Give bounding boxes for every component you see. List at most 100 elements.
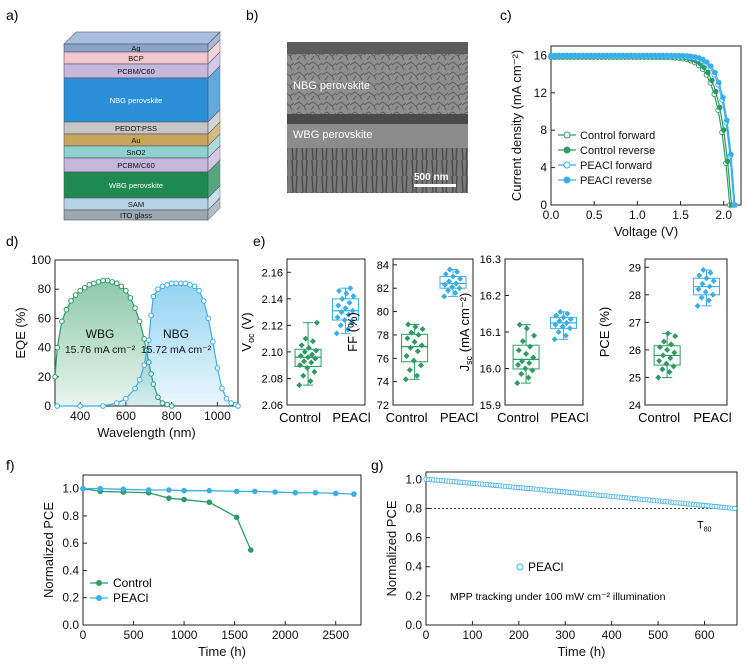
y-tick-label: 2.08 [262,373,283,385]
box-point [297,362,304,369]
y-tick-label: 72 [377,400,389,412]
box-point [414,348,421,355]
jv-point [732,202,738,208]
y-axis-label: FF (%) [345,312,360,352]
y-axis-label: Jsc (mA cm⁻²) [457,293,474,372]
box-point [672,333,679,340]
box-point [515,361,522,368]
scalebar [414,184,456,187]
box-point [405,321,412,328]
x-category-label: Control [638,410,680,425]
x-tick-label: 2000 [272,628,299,642]
jv-point [700,56,706,63]
legend-marker [516,563,524,571]
box-point [518,370,525,377]
box-point [656,357,663,364]
box-point [349,307,356,314]
box-point [297,352,304,359]
box-point [702,289,709,296]
x-tick-label: 0.0 [543,208,560,222]
stability-point [312,489,319,496]
stack-layer-side [207,197,221,221]
stability-point [292,489,299,496]
box-point [664,330,671,337]
jv-curve-chart: c) 0.0 0.5 1.0 1.5 2.0 0 4 8 12 16 Voltage (V) Curre… [500,7,742,239]
y-tick-label: 0 [44,399,51,413]
eqe-point [123,395,129,402]
eqe-point [91,280,97,287]
box-point [671,349,678,356]
box-point [404,335,411,342]
eqe-point [100,403,106,409]
stability-point [181,487,187,494]
y-axis-label: Current density (mA cm⁻²) [509,50,524,201]
box-point [445,287,452,294]
y-tick-label: 0.0 [62,618,79,632]
legend-marker [563,131,571,139]
x-tick-label: 400 [70,409,90,423]
y-tick-label: 26 [629,345,641,357]
mpp-annotation: MPP tracking under 100 mW cm⁻² illuminat… [450,591,666,603]
plot-frame [392,258,474,406]
x-tick-label: 400 [602,628,622,642]
y-tick-label: 0.6 [405,531,422,545]
box-point [709,291,716,298]
box-point [344,326,351,333]
box-point [302,335,309,342]
box-point [308,359,315,366]
stack-layer-label: Au [131,136,140,145]
stability-point [166,495,172,501]
box-point [529,367,536,374]
box-point [457,275,464,282]
box-point [343,290,350,297]
panel-b-label: b) [246,7,258,23]
y-tick-label: 16 [534,48,548,62]
box-point [705,297,712,304]
stack-layer-label: WBG perovskite [109,181,163,190]
x-category-label: Control [497,410,539,425]
y-tick-label: 2.06 [262,400,283,412]
legend-label: Control reverse [580,145,655,157]
box-point [296,382,303,389]
box-point [446,278,452,285]
y-tick-label: 0.6 [62,536,79,550]
y-tick-label: 1.0 [405,472,422,486]
y-tick-label: 40 [38,341,52,355]
panel-e-label: e) [253,233,265,249]
box-point [402,376,409,383]
eqe-point [214,365,221,371]
box-point [307,378,314,385]
y-axis-label: Voc (V) [239,312,256,351]
box-point [347,285,354,292]
eqe-point [132,385,138,392]
y-tick-label: 1.0 [62,482,79,496]
x-tick-label: 0 [423,628,430,642]
box-point [456,285,463,292]
y-tick-label: 8 [540,123,547,137]
eqe-point [59,318,65,325]
box-point [301,358,308,365]
box-point [441,293,448,300]
box-point [403,352,410,359]
x-category-label: PEACl [440,410,478,425]
plot-frame [550,45,742,206]
box-point [412,323,419,330]
x-tick-label: 600 [116,409,136,423]
x-tick-label: 1.5 [672,208,689,222]
eqe-point [164,282,170,288]
eqe-point [136,376,143,383]
box-point [300,372,307,379]
box-point [696,272,703,279]
jv-point [720,94,726,101]
eqe-point [109,279,115,285]
eqe-point [52,374,58,380]
eqe-point [68,298,74,304]
box-point [660,338,667,345]
x-axis-label: Time (h) [198,644,246,659]
eqe-point [178,280,184,287]
box-point [304,364,311,371]
stack-layer-label: PEDOT:PSS [115,124,157,133]
box-point [333,330,340,337]
eqe-point [191,283,198,290]
box-point [301,348,308,355]
